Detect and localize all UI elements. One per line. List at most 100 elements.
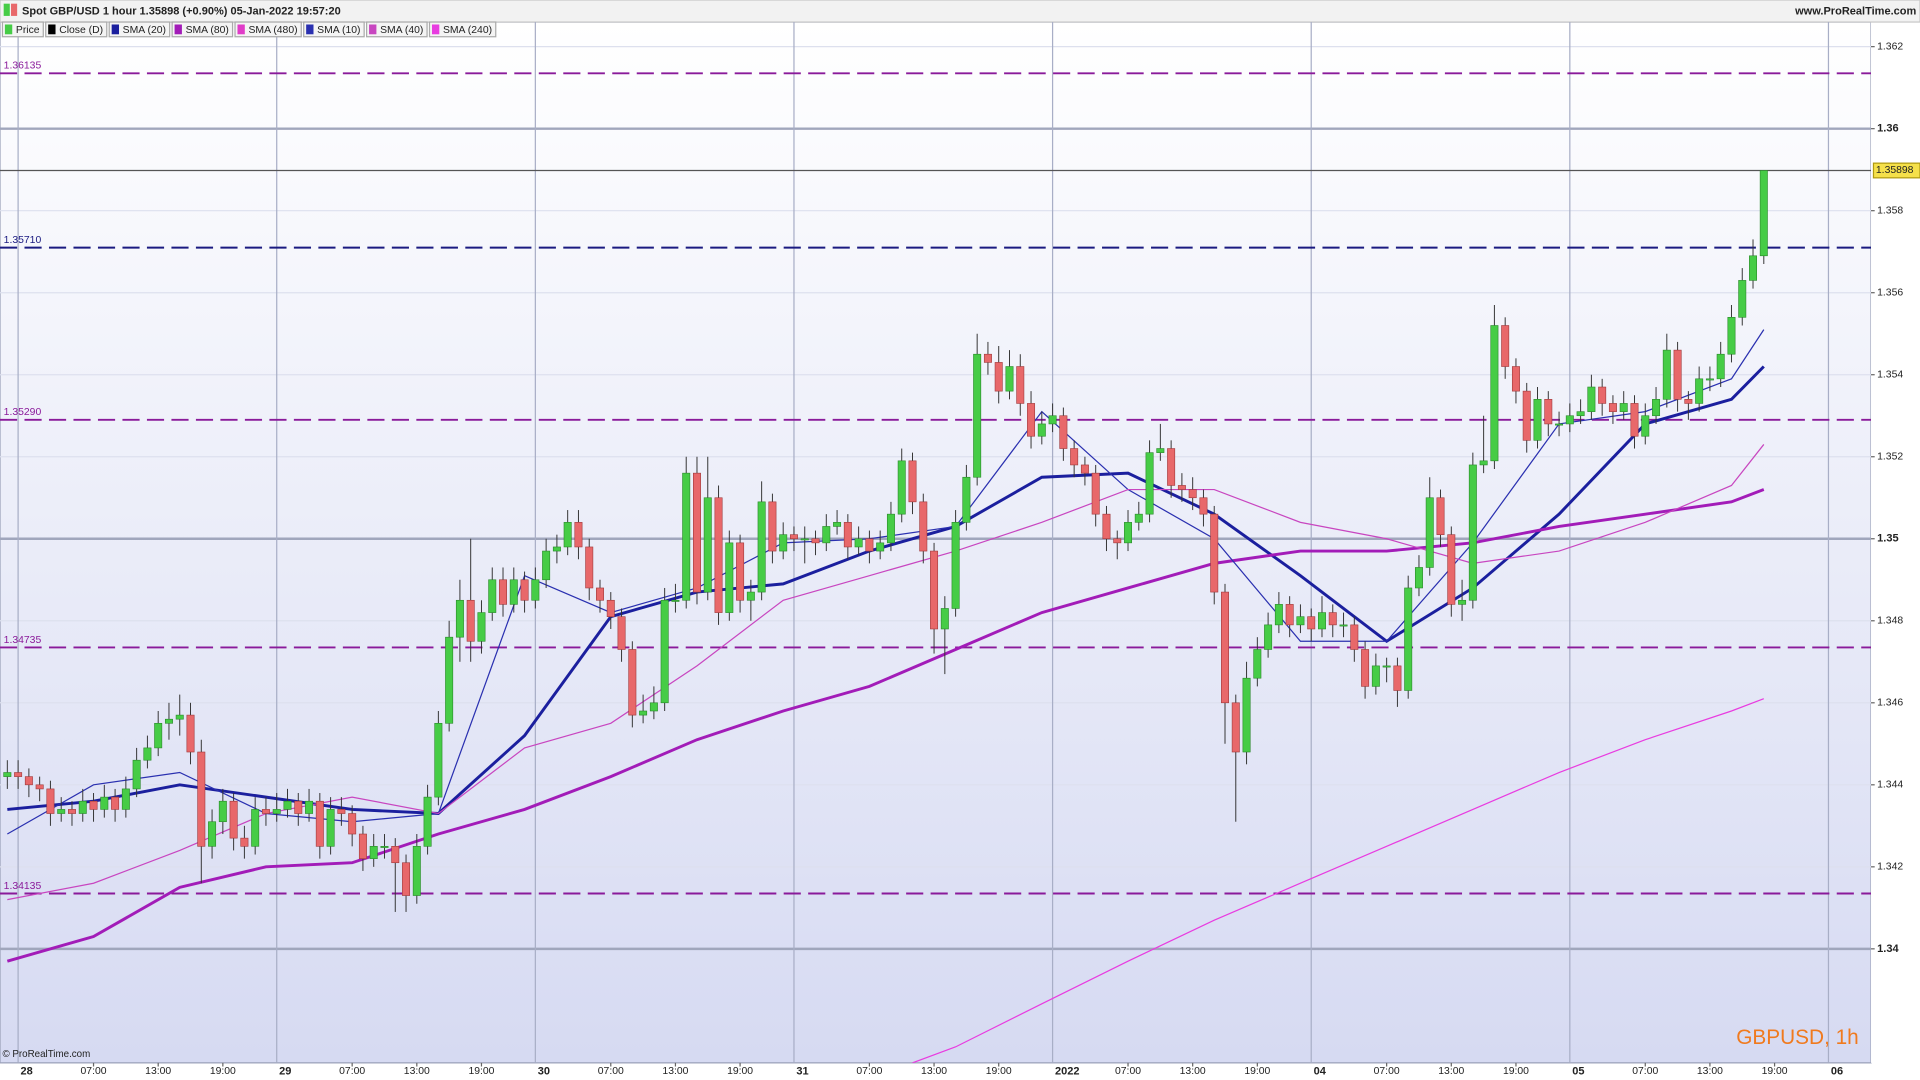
candle-body — [380, 846, 389, 848]
x-tick-label: 13:00 — [404, 1066, 430, 1077]
x-tick-label: 07:00 — [1374, 1066, 1400, 1077]
candle-body — [1134, 513, 1143, 523]
candle-body — [1027, 403, 1036, 437]
candle-body — [1307, 616, 1316, 630]
y-tick-label: 1.354 — [1877, 369, 1903, 380]
candle-body — [1652, 399, 1661, 417]
x-day-label: 29 — [279, 1065, 291, 1077]
candle-body — [865, 538, 874, 552]
candle-body — [423, 796, 432, 847]
level-label: 1.34135 — [4, 881, 42, 892]
candle-body — [940, 608, 949, 630]
candle-body — [78, 800, 87, 814]
candle-body — [509, 579, 518, 605]
sma-line — [912, 698, 1765, 1063]
candle-body — [111, 796, 120, 810]
candle-body — [596, 587, 604, 601]
candle-body — [606, 599, 615, 617]
candle-body — [1253, 649, 1262, 679]
candle-body — [175, 714, 184, 720]
legend-box — [1, 21, 44, 38]
level-label: 1.35290 — [4, 407, 42, 418]
candle-body — [951, 522, 960, 609]
legend-label: SMA (20) — [123, 25, 166, 36]
candle-body — [897, 460, 906, 515]
y-axis-area — [1871, 22, 1920, 1063]
x-tick-label: 07:00 — [339, 1066, 365, 1077]
candle-body — [24, 776, 33, 786]
candle-body — [843, 522, 852, 548]
last-price-label: 1.35898 — [1876, 165, 1914, 176]
x-tick-label: 19:00 — [727, 1066, 753, 1077]
y-tick-label: 1.342 — [1877, 862, 1903, 873]
plot-area — [0, 21, 1872, 1064]
candle-body — [1156, 448, 1165, 453]
y-tick-label: 1.352 — [1877, 451, 1903, 462]
legend-label: SMA (240) — [443, 25, 492, 36]
legend-label: SMA (480) — [248, 25, 297, 36]
candle-body — [1048, 415, 1057, 425]
candle-body — [402, 862, 411, 896]
header-title: Spot GBP/USD 1 hour 1.35898 (+0.90%) 05-… — [22, 6, 341, 18]
x-tick-label: 07:00 — [1115, 1066, 1141, 1077]
candle-body — [1425, 497, 1434, 568]
candle-body — [186, 714, 195, 753]
header-site: www.ProRealTime.com — [1794, 6, 1916, 18]
x-tick-label: 19:00 — [468, 1066, 494, 1077]
candle-body — [930, 550, 939, 630]
candle-body — [639, 710, 648, 716]
candle-body — [574, 522, 583, 548]
candle-body — [1328, 612, 1337, 626]
legend-box — [171, 21, 234, 38]
candle-body — [811, 538, 820, 544]
candle-body — [649, 702, 658, 712]
y-tick-label: 1.358 — [1877, 205, 1903, 216]
candle-body — [1458, 599, 1467, 605]
candle-body — [660, 599, 669, 704]
y-tick-label: 1.362 — [1877, 41, 1903, 52]
candle-body — [369, 846, 378, 859]
candle-body — [1318, 612, 1326, 630]
legend-swatch — [431, 24, 440, 35]
candle-body — [1695, 378, 1704, 404]
candle-body — [1102, 513, 1111, 540]
candle-body — [973, 353, 982, 478]
candle-body — [445, 636, 454, 724]
candle-body — [552, 546, 561, 552]
candle-body — [703, 497, 712, 593]
candle-body — [919, 501, 928, 552]
candle-body — [1059, 415, 1068, 449]
x-tick-label: 13:00 — [662, 1066, 688, 1077]
candle-body — [1662, 349, 1671, 400]
candle-body — [132, 759, 141, 790]
candle-body — [1188, 489, 1197, 499]
candle-body — [358, 833, 367, 859]
candle-body — [886, 513, 895, 544]
legend-swatch — [48, 24, 56, 35]
y-tick-label: 1.356 — [1877, 287, 1903, 298]
y-tick-label: 1.35 — [1877, 533, 1898, 545]
candle-body — [1210, 513, 1219, 593]
legend-label: SMA (40) — [380, 25, 423, 36]
x-tick-label: 19:00 — [1244, 1066, 1270, 1077]
legend-box — [45, 21, 108, 38]
candle-body — [1005, 366, 1014, 392]
candle-body — [1231, 702, 1240, 753]
candle-body — [100, 796, 109, 810]
candle-body — [1727, 317, 1736, 355]
x-tick-label: 07:00 — [598, 1066, 624, 1077]
legend-label: SMA (80) — [186, 25, 229, 36]
x-tick-label: 13:00 — [1697, 1066, 1723, 1077]
y-tick-label: 1.348 — [1877, 616, 1903, 627]
candle-body — [348, 813, 357, 835]
candle-body — [164, 718, 173, 724]
level-label: 1.36135 — [4, 61, 42, 72]
candle-body — [326, 809, 335, 847]
candle-body — [434, 722, 443, 798]
legend-box — [234, 21, 302, 38]
legend-swatch — [369, 24, 377, 35]
candle-body — [1511, 366, 1520, 392]
candle-body — [455, 599, 464, 638]
candle-body — [1501, 325, 1510, 367]
candle-body — [251, 809, 260, 847]
